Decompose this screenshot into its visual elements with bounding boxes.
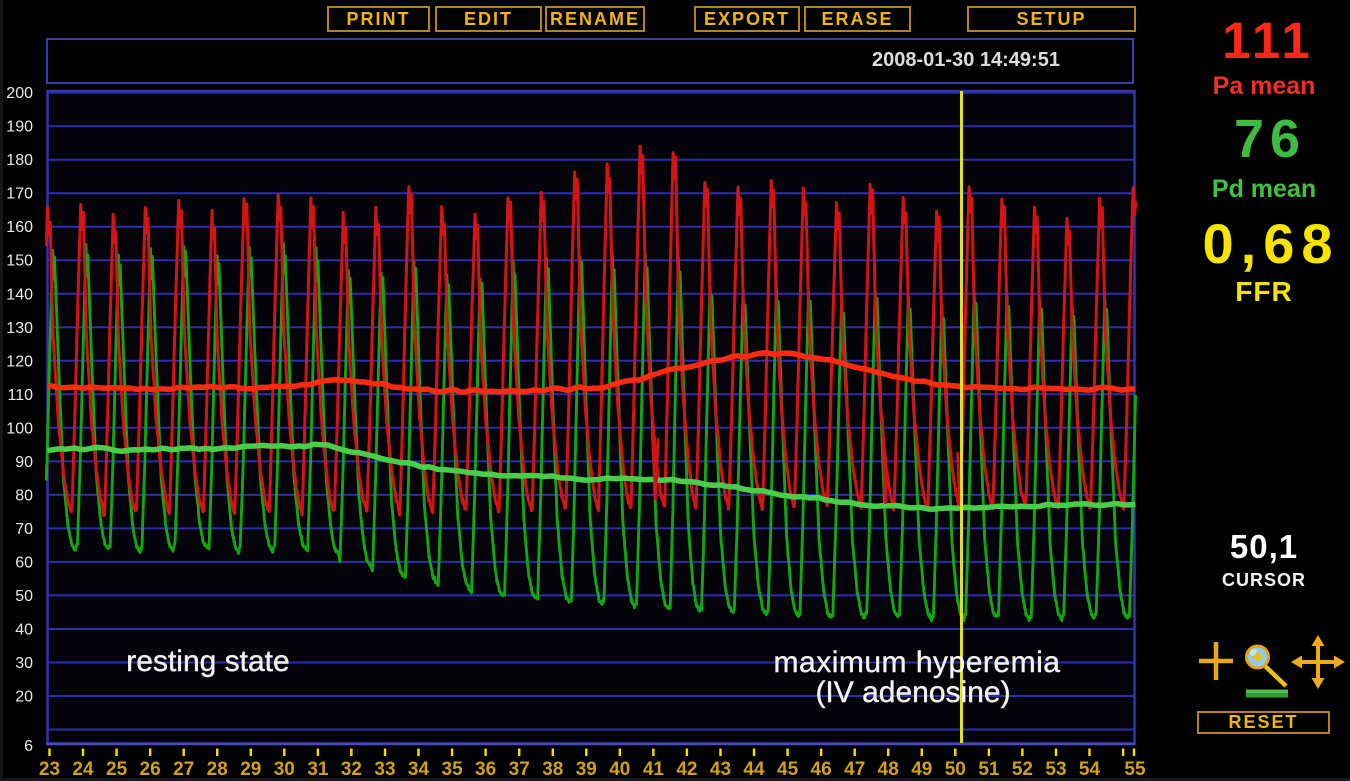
svg-text:53: 53 <box>1045 759 1066 780</box>
svg-text:52: 52 <box>1012 759 1033 780</box>
svg-text:200: 200 <box>6 85 33 102</box>
svg-text:6: 6 <box>24 738 33 755</box>
svg-text:100: 100 <box>6 420 33 437</box>
svg-text:36: 36 <box>475 759 496 780</box>
svg-text:80: 80 <box>15 487 33 504</box>
svg-text:35: 35 <box>442 759 464 780</box>
svg-text:20: 20 <box>15 689 33 706</box>
svg-text:55: 55 <box>1124 759 1146 780</box>
svg-text:28: 28 <box>207 759 228 780</box>
svg-text:38: 38 <box>542 759 563 780</box>
svg-text:37: 37 <box>509 759 530 780</box>
svg-text:49: 49 <box>911 759 932 780</box>
svg-text:150: 150 <box>6 253 33 270</box>
svg-text:50: 50 <box>945 759 966 780</box>
svg-text:resting state: resting state <box>126 645 289 678</box>
svg-text:32: 32 <box>341 759 362 780</box>
svg-text:130: 130 <box>6 320 33 337</box>
svg-text:42: 42 <box>676 759 697 780</box>
svg-text:90: 90 <box>15 454 33 471</box>
svg-text:170: 170 <box>6 186 33 203</box>
svg-text:60: 60 <box>15 554 33 571</box>
svg-text:140: 140 <box>6 286 33 303</box>
svg-text:45: 45 <box>777 759 799 780</box>
svg-text:40: 40 <box>609 759 630 780</box>
svg-text:26: 26 <box>140 759 161 780</box>
svg-text:180: 180 <box>6 152 33 169</box>
svg-text:160: 160 <box>6 219 33 236</box>
svg-text:maximum hyperemia: maximum hyperemia <box>774 646 1061 679</box>
svg-text:54: 54 <box>1079 759 1101 780</box>
svg-text:50: 50 <box>15 588 33 605</box>
svg-text:70: 70 <box>15 521 33 538</box>
svg-text:39: 39 <box>576 759 597 780</box>
svg-text:25: 25 <box>106 759 128 780</box>
svg-text:47: 47 <box>844 759 865 780</box>
svg-text:23: 23 <box>39 759 60 780</box>
svg-text:30: 30 <box>15 655 33 672</box>
svg-text:30: 30 <box>274 759 295 780</box>
svg-text:27: 27 <box>173 759 194 780</box>
svg-text:120: 120 <box>6 353 33 370</box>
svg-text:(IV adenosine): (IV adenosine) <box>815 676 1010 709</box>
svg-text:34: 34 <box>408 759 430 780</box>
svg-text:31: 31 <box>307 759 329 780</box>
svg-text:33: 33 <box>374 759 395 780</box>
svg-text:43: 43 <box>710 759 731 780</box>
svg-text:29: 29 <box>240 759 261 780</box>
svg-text:41: 41 <box>643 759 665 780</box>
svg-text:40: 40 <box>15 622 33 639</box>
svg-text:46: 46 <box>811 759 832 780</box>
svg-text:44: 44 <box>743 759 765 780</box>
svg-text:190: 190 <box>6 119 33 136</box>
svg-text:48: 48 <box>878 759 899 780</box>
svg-text:51: 51 <box>978 759 1000 780</box>
svg-text:24: 24 <box>72 759 94 780</box>
svg-text:110: 110 <box>7 387 33 404</box>
